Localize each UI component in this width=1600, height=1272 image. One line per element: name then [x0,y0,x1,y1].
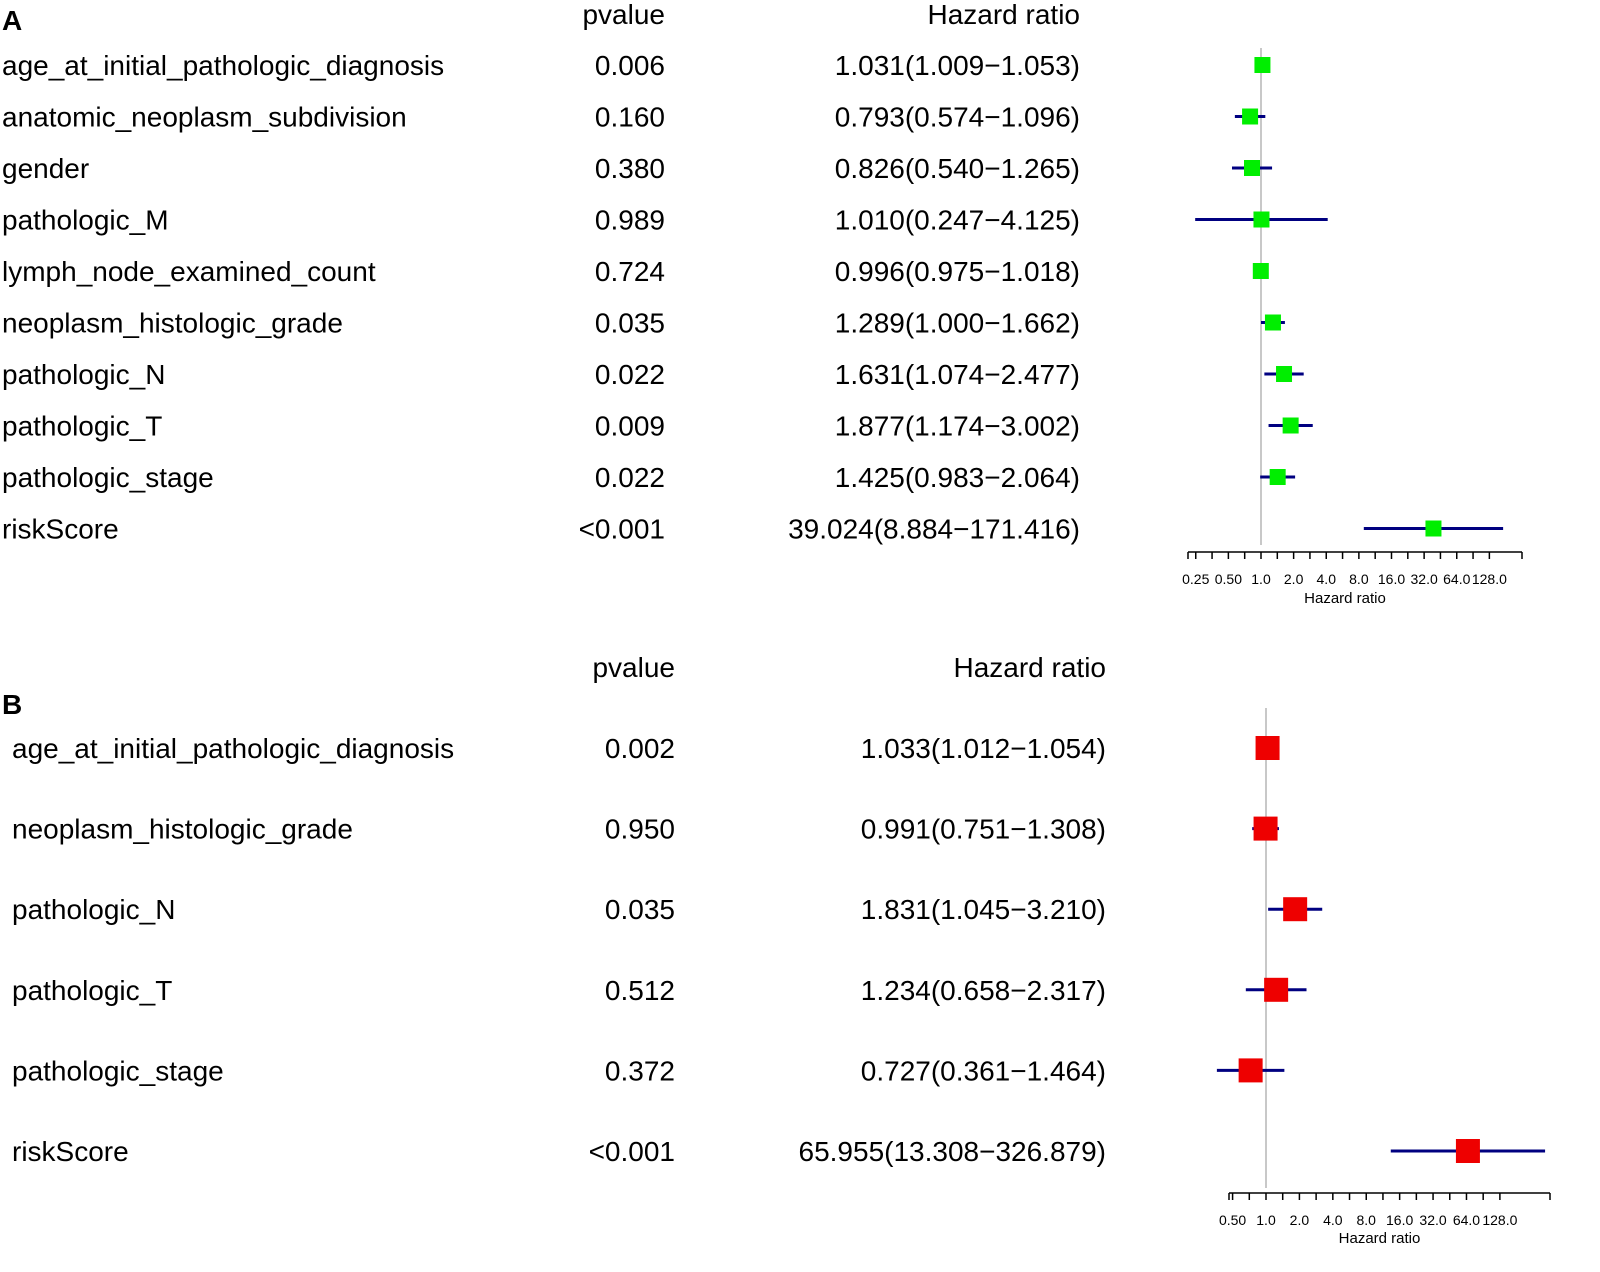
variable-label: pathologic_M [2,205,169,236]
hr-marker [1253,211,1270,228]
pvalue-cell: <0.001 [589,1136,675,1167]
pvalue-cell: <0.001 [579,514,665,545]
hazard-ratio-cell: 1.031(1.009−1.053) [835,50,1080,81]
hr-marker [1254,57,1271,73]
hr-marker [1264,977,1289,1002]
variable-label: age_at_initial_pathologic_diagnosis [12,733,454,764]
x-tick-label: 64.0 [1453,1212,1480,1228]
pvalue-cell: 0.989 [595,205,665,236]
hazard-ratio-cell: 1.234(0.658−2.317) [861,975,1106,1006]
x-axis-title: Hazard ratio [1339,1230,1421,1247]
x-tick-label: 1.0 [1256,1212,1276,1228]
hazard-ratio-cell: 0.793(0.574−1.096) [835,102,1080,133]
hazard-ratio-cell: 0.991(0.751−1.308) [861,814,1106,845]
pvalue-cell: 0.022 [595,359,665,390]
x-tick-label: 4.0 [1317,571,1337,587]
variable-label: pathologic_T [12,975,172,1006]
pvalue-cell: 0.724 [595,256,665,287]
hr-marker [1255,736,1280,760]
x-tick-label: 0.25 [1182,571,1209,587]
hr-marker [1238,1058,1263,1083]
hr-marker [1244,160,1261,176]
hazard-ratio-cell: 1.877(1.174−3.002) [835,411,1080,442]
variable-label: pathologic_T [2,411,162,442]
hazard-ratio-cell: 1.631(1.074−2.477) [835,359,1080,390]
hr-marker [1282,417,1299,434]
pvalue-cell: 0.950 [605,814,675,845]
x-tick-label: 128.0 [1482,1212,1517,1228]
variable-label: pathologic_stage [2,462,214,493]
pvalue-cell: 0.006 [595,50,665,81]
hr-marker [1252,263,1269,279]
hr-marker [1283,897,1308,922]
hr-marker [1276,366,1293,382]
variable-label: anatomic_neoplasm_subdivision [2,102,407,133]
hr-marker [1455,1139,1480,1163]
x-tick-label: 16.0 [1386,1212,1413,1228]
x-tick-label: 4.0 [1323,1212,1343,1228]
x-tick-label: 2.0 [1284,571,1304,587]
hr-marker [1242,108,1259,125]
pvalue-cell: 0.512 [605,975,675,1006]
hazard-ratio-cell: 65.955(13.308−326.879) [799,1136,1107,1167]
x-tick-label: 16.0 [1378,571,1405,587]
pvalue-cell: 0.009 [595,411,665,442]
panel-letter-b: B [2,689,22,720]
x-tick-label: 32.0 [1419,1212,1446,1228]
variable-label: neoplasm_histologic_grade [12,814,353,845]
panel-letter-a: A [2,5,22,36]
hazard-ratio-cell: 0.826(0.540−1.265) [835,153,1080,184]
hr-marker [1264,314,1281,331]
variable-label: pathologic_N [2,359,165,390]
variable-label: age_at_initial_pathologic_diagnosis [2,50,444,81]
pvalue-cell: 0.022 [595,462,665,493]
x-tick-label: 1.0 [1251,571,1271,587]
x-tick-label: 8.0 [1357,1212,1377,1228]
pvalue-cell: 0.035 [595,308,665,339]
x-tick-label: 8.0 [1349,571,1369,587]
variable-label: neoplasm_histologic_grade [2,308,343,339]
hr-marker [1253,816,1278,841]
column-header-hazard-ratio: Hazard ratio [927,0,1080,30]
pvalue-cell: 0.380 [595,153,665,184]
variable-label: gender [2,153,89,184]
x-tick-label: 64.0 [1443,571,1470,587]
pvalue-cell: 0.035 [605,894,675,925]
variable-label: pathologic_N [12,894,175,925]
hr-marker [1425,520,1442,537]
x-tick-label: 128.0 [1472,571,1507,587]
hr-marker [1269,469,1286,485]
x-tick-label: 0.50 [1219,1212,1246,1228]
variable-label: lymph_node_examined_count [2,256,376,287]
x-axis-title: Hazard ratio [1304,590,1386,607]
x-tick-label: 0.50 [1215,571,1242,587]
hazard-ratio-cell: 1.289(1.000−1.662) [835,308,1080,339]
variable-label: riskScore [2,514,119,545]
variable-label: riskScore [12,1136,129,1167]
x-tick-label: 2.0 [1290,1212,1310,1228]
column-header-pvalue: pvalue [582,0,665,30]
hazard-ratio-cell: 0.727(0.361−1.464) [861,1055,1106,1086]
pvalue-cell: 0.002 [605,733,675,764]
variable-label: pathologic_stage [12,1055,224,1086]
hazard-ratio-cell: 1.010(0.247−4.125) [835,205,1080,236]
pvalue-cell: 0.372 [605,1055,675,1086]
column-header-pvalue: pvalue [592,652,675,683]
x-tick-label: 32.0 [1411,571,1438,587]
column-header-hazard-ratio: Hazard ratio [953,652,1106,683]
pvalue-cell: 0.160 [595,102,665,133]
hazard-ratio-cell: 1.831(1.045−3.210) [861,894,1106,925]
hazard-ratio-cell: 0.996(0.975−1.018) [835,256,1080,287]
hazard-ratio-cell: 39.024(8.884−171.416) [788,514,1080,545]
hazard-ratio-cell: 1.425(0.983−2.064) [835,462,1080,493]
hazard-ratio-cell: 1.033(1.012−1.054) [861,733,1106,764]
